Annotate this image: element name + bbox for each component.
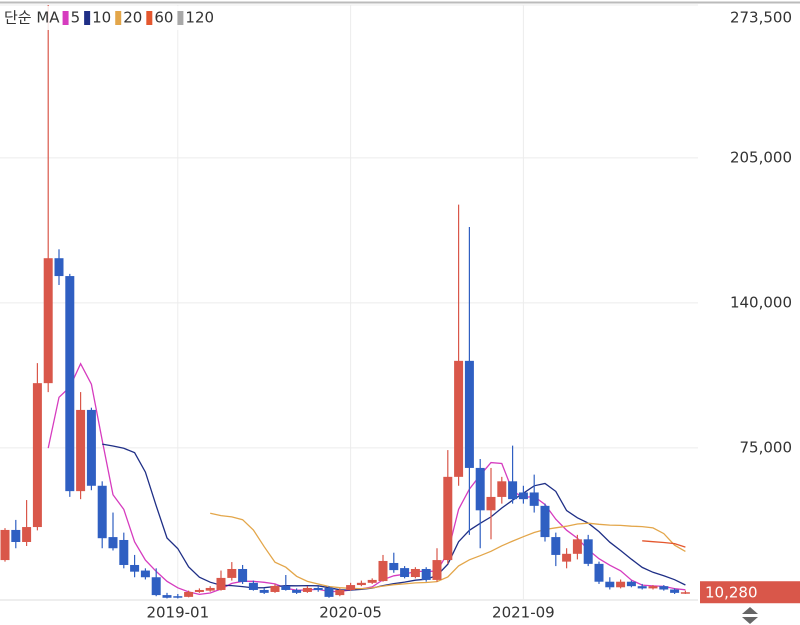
candle-body xyxy=(680,592,690,594)
candle-body xyxy=(400,568,410,578)
candle-body xyxy=(551,537,561,555)
candle-body xyxy=(421,568,431,580)
candle-body xyxy=(238,568,248,582)
candle-body xyxy=(583,539,593,564)
legend-label: 5 xyxy=(71,9,81,27)
candle-body xyxy=(562,553,572,562)
candle-body xyxy=(184,591,194,597)
candle-body xyxy=(140,570,150,578)
candle-body xyxy=(281,585,291,590)
candle-body xyxy=(464,360,474,468)
grid xyxy=(0,4,698,600)
candle-body xyxy=(475,467,485,511)
candle-body xyxy=(486,496,496,511)
candle-body xyxy=(151,577,161,596)
candle-body xyxy=(205,587,215,591)
candle-body xyxy=(54,258,64,277)
y-tick-label: 140,000 xyxy=(730,293,792,311)
candle-body xyxy=(540,505,550,538)
candle-body xyxy=(302,587,312,592)
candle-body xyxy=(410,568,420,578)
candle-body xyxy=(227,568,237,578)
y-tick-label: 75,000 xyxy=(740,438,793,456)
last-price-label: 10,280 xyxy=(705,584,758,602)
x-tick-label: 2019-01 xyxy=(146,604,209,622)
last-price-box xyxy=(700,581,800,604)
candle-body xyxy=(194,589,204,592)
candle-body xyxy=(324,587,334,597)
candle-body xyxy=(497,481,507,497)
candle-body xyxy=(594,563,604,582)
axis: 75,000 140,000 205,000 273,500 2019-01 2020-0… xyxy=(146,9,800,622)
candle-body xyxy=(443,476,453,561)
ma-line xyxy=(642,540,686,548)
candle-body xyxy=(22,527,32,542)
candle-body xyxy=(626,581,636,587)
y-tick-label: 273,500 xyxy=(730,9,792,27)
candle-body xyxy=(508,481,518,500)
legend-label: 10 xyxy=(92,9,111,27)
candle-body xyxy=(11,529,21,542)
candle-body xyxy=(248,582,258,590)
candle-body xyxy=(270,585,280,592)
arrow-down[interactable] xyxy=(742,617,758,624)
candle-body xyxy=(670,589,680,593)
x-tick-label: 2020-05 xyxy=(319,604,382,622)
legend-swatch xyxy=(115,11,122,25)
candle-body xyxy=(572,539,582,554)
candle-body xyxy=(518,492,528,500)
x-tick-label: 2021-09 xyxy=(492,604,555,622)
candle-body xyxy=(367,579,377,583)
candle-body xyxy=(173,596,183,598)
candle-body xyxy=(637,586,647,589)
legend-label: 20 xyxy=(123,9,142,27)
candle-body xyxy=(216,577,226,590)
candle-body xyxy=(529,492,539,506)
candle-body xyxy=(97,485,107,539)
candle-body xyxy=(648,586,658,589)
candle-body xyxy=(32,383,42,528)
legend: 단순 MA 5 10 20 60 120 xyxy=(0,6,262,30)
candle-body xyxy=(292,589,302,593)
candle-body xyxy=(605,581,615,588)
scroll-icon[interactable] xyxy=(742,607,758,624)
candle-body xyxy=(43,258,53,384)
candle-body xyxy=(76,409,86,492)
candle-body xyxy=(454,360,464,477)
legend-title: 단순 MA xyxy=(4,9,60,27)
candle-body xyxy=(313,587,323,590)
candle-body xyxy=(119,539,129,565)
candle-body xyxy=(659,586,669,590)
candle-body xyxy=(378,560,388,582)
legend-swatch xyxy=(177,11,184,25)
ma-line xyxy=(210,512,686,590)
candles xyxy=(0,5,690,599)
y-tick-label: 205,000 xyxy=(730,148,792,166)
candle-body xyxy=(86,409,96,486)
legend-swatch xyxy=(84,11,91,25)
candle-body xyxy=(432,560,442,580)
legend-swatch xyxy=(62,11,69,25)
candle-body xyxy=(259,589,269,593)
candle-body xyxy=(130,564,140,572)
candle-body xyxy=(346,585,356,590)
legend-background xyxy=(0,6,262,30)
candle-body xyxy=(0,529,10,561)
candle-body xyxy=(65,276,75,492)
legend-label: 60 xyxy=(154,9,173,27)
candle-body xyxy=(162,595,172,598)
candle-body xyxy=(356,582,366,586)
candle-body xyxy=(335,589,345,596)
candle-body xyxy=(389,562,399,571)
legend-label: 120 xyxy=(185,9,214,27)
candle-body xyxy=(616,581,626,588)
legend-swatch xyxy=(146,11,153,25)
arrow-up[interactable] xyxy=(742,607,758,614)
candle-body xyxy=(108,537,118,549)
